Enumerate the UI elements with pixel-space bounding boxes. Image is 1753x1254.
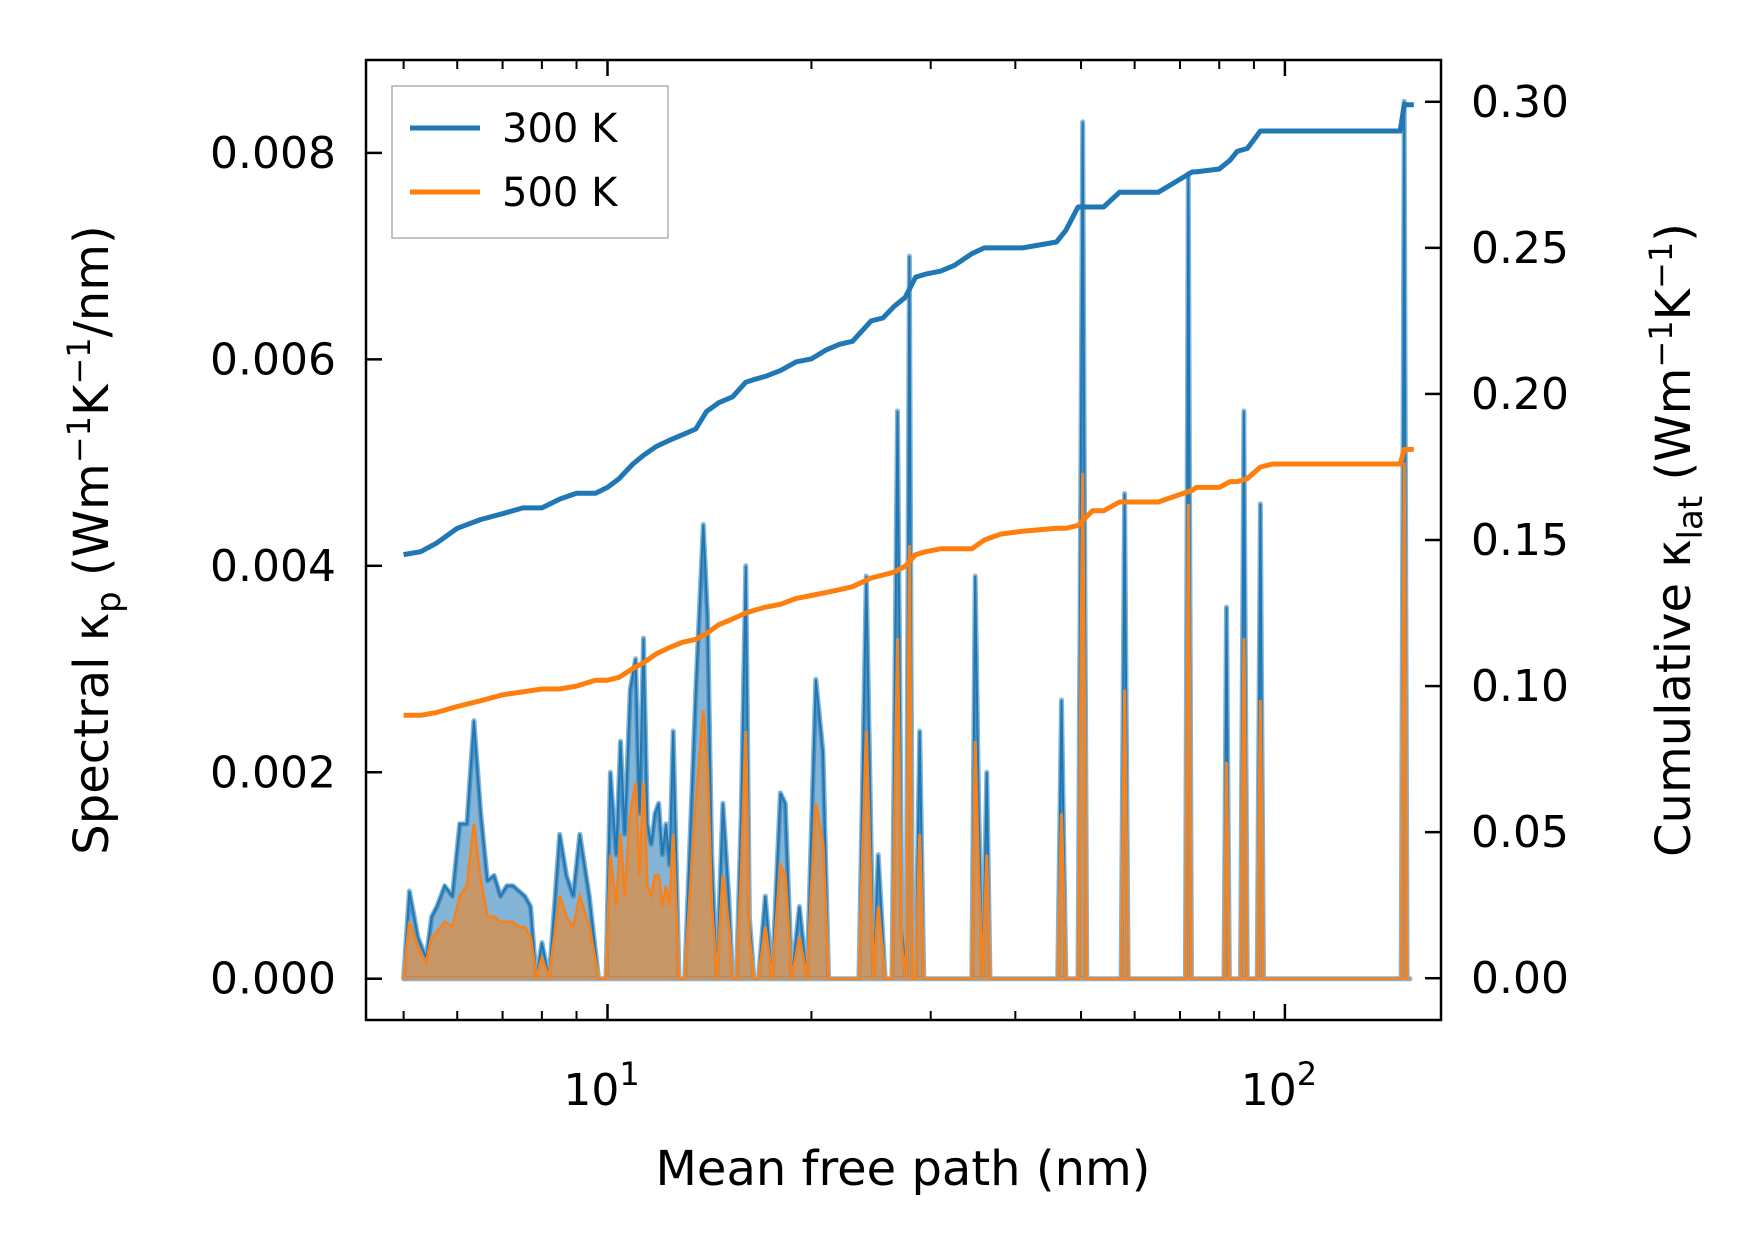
y-right-mid: K bbox=[1646, 287, 1702, 320]
y-left-sup2: −1 bbox=[60, 337, 98, 384]
y-right-tick-label: 0.25 bbox=[1471, 223, 1569, 274]
spectral-line-500k bbox=[402, 462, 1410, 980]
y-left-tick-label: 0.006 bbox=[210, 334, 336, 385]
y-right-tick-label: 0.10 bbox=[1471, 661, 1569, 712]
y-left-main: Spectral κ bbox=[64, 613, 120, 855]
spectral-series bbox=[401, 98, 1413, 982]
y-right-tick-label: 0.15 bbox=[1471, 515, 1569, 566]
y-left-unit-pre: (Wm bbox=[64, 463, 120, 591]
cumulative-series bbox=[403, 102, 1414, 718]
x-axis-title: Mean free path (nm) bbox=[656, 1141, 1151, 1197]
legend-label-300k: 300 K bbox=[502, 106, 619, 152]
x-tick-label: 101 bbox=[563, 1055, 639, 1116]
axis-ticks bbox=[366, 60, 1441, 1020]
y-axis-right-title: Cumulative κlat (Wm−1K−1) bbox=[1642, 223, 1711, 857]
y-left-tick-label: 0.004 bbox=[210, 541, 336, 592]
legend-label-500k: 500 K bbox=[502, 170, 619, 216]
y-left-mid: K bbox=[64, 383, 120, 416]
y-left-tick-label: 0.002 bbox=[210, 747, 336, 798]
y-right-sup2: −1 bbox=[1642, 242, 1680, 289]
y-right-tick-label: 0.00 bbox=[1471, 953, 1569, 1004]
legend-frame bbox=[391, 85, 669, 239]
y-right-sup1: −1 bbox=[1642, 320, 1680, 367]
y-right-unit-pre: (Wm bbox=[1646, 368, 1702, 496]
y-left-tick-label: 0.008 bbox=[210, 128, 336, 179]
y-left-unit-post: /nm) bbox=[64, 225, 120, 337]
y-right-tick-label: 0.30 bbox=[1471, 77, 1569, 128]
y-right-unit-post: ) bbox=[1646, 223, 1702, 242]
y-right-tick-label: 0.05 bbox=[1471, 807, 1569, 858]
cumulative-line-300k bbox=[403, 102, 1414, 558]
y-right-sub: lat bbox=[1671, 496, 1711, 540]
y-left-sub: p bbox=[89, 591, 129, 613]
axis-tick-labels: 101 102 0.000 0.002 0.004 0.006 0.008 0.00 0.05 0… bbox=[210, 77, 1569, 1116]
cumulative-line-500k bbox=[403, 446, 1414, 718]
y-left-sup1: −1 bbox=[60, 416, 98, 463]
y-left-tick-label: 0.000 bbox=[210, 954, 336, 1005]
y-axis-left-title: Spectral κp (Wm−1K−1/nm) bbox=[60, 225, 129, 854]
y-right-main: Cumulative κ bbox=[1646, 539, 1702, 857]
x-tick-label: 102 bbox=[1241, 1055, 1317, 1116]
y-right-tick-label: 0.20 bbox=[1471, 369, 1569, 420]
legend: 300 K 500 K bbox=[391, 85, 669, 239]
